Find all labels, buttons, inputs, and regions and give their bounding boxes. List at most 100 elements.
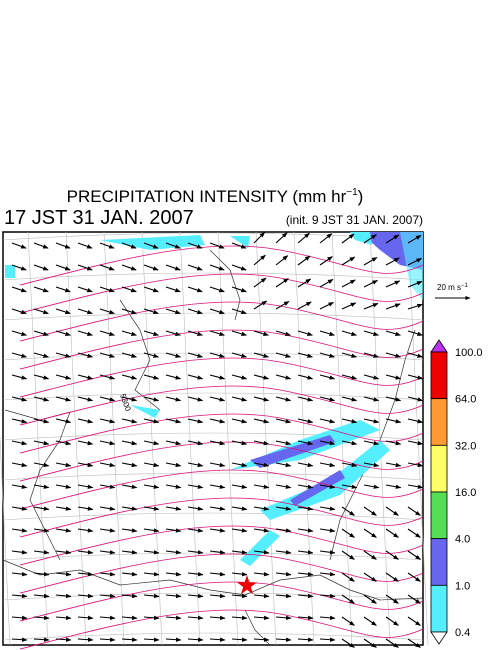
wind-arrow [385, 462, 402, 468]
wind-arrow [231, 571, 248, 577]
wind-arrow [99, 484, 116, 489]
wind-arrow [297, 571, 314, 577]
wind-arrow [253, 462, 270, 468]
wind-arrow [385, 484, 402, 489]
wind-arrow [253, 637, 270, 642]
wind-arrow [165, 506, 182, 511]
wind-arrow [319, 528, 336, 533]
wind-arrow [253, 300, 268, 310]
wind-arrow [231, 637, 248, 642]
wind-arrow [363, 616, 377, 626]
wind-arrow [253, 571, 270, 577]
grid-line [2, 272, 424, 281]
wind-arrow [55, 374, 72, 380]
wind-arrow [341, 352, 357, 358]
wind-arrow [253, 506, 270, 511]
wind-arrow [55, 352, 71, 358]
wind-arrow [275, 637, 292, 642]
wind-arrow [319, 233, 333, 244]
wind-arrow [319, 571, 336, 577]
wind-arrow [363, 572, 377, 582]
lat-lon-grid [0, 231, 429, 646]
map-frame [2, 231, 424, 646]
wind-arrow [231, 528, 248, 533]
grid-line [2, 472, 424, 481]
wind-arrow [297, 528, 314, 533]
wind-arrow [165, 352, 181, 358]
contour [19, 581, 424, 622]
wind-arrow [407, 330, 423, 336]
wind-arrow [385, 303, 401, 310]
wind-arrow [297, 255, 311, 266]
wind-arrow [231, 593, 248, 599]
wind-arrow [77, 615, 94, 621]
wind-arrow [319, 440, 336, 446]
wind-arrow [407, 550, 421, 560]
wind-arrow [165, 440, 182, 446]
wind-arrow [143, 637, 160, 642]
wind-arrow [341, 572, 355, 582]
wind-arrow [99, 506, 116, 511]
wind-arrow [99, 550, 116, 555]
wind-arrow [385, 616, 399, 626]
wind-arrow [209, 418, 226, 424]
wind-arrow [11, 308, 27, 315]
contour [19, 497, 424, 538]
grid-line [407, 231, 429, 646]
valid-time: 17 JST 31 JAN. 2007 [4, 207, 194, 229]
wind-vectors [11, 232, 424, 648]
wind-arrow [55, 571, 72, 577]
wind-arrow [165, 264, 181, 271]
colorbar-segment [430, 351, 448, 400]
wind-arrow [99, 396, 116, 402]
wind-arrow [33, 286, 49, 293]
wind-arrow [99, 264, 115, 271]
wind-arrow [209, 440, 226, 446]
grid-line [217, 231, 239, 646]
grid-line [2, 312, 424, 321]
wind-arrow [143, 506, 160, 511]
wind-arrow [121, 286, 137, 293]
wind-arrow [55, 484, 72, 489]
wind-arrow [407, 572, 421, 582]
wind-arrow [99, 352, 115, 358]
wind-arrow [407, 594, 421, 604]
wind-arrow [231, 264, 247, 271]
wind-arrow [319, 330, 335, 336]
wind-arrow [143, 462, 160, 468]
wind-arrow [407, 528, 421, 538]
wind-arrow [55, 308, 71, 315]
wind-arrow [11, 615, 28, 621]
grid-line [2, 352, 424, 361]
wind-arrow [363, 330, 379, 336]
title-sup: −1 [346, 187, 358, 198]
wind-arrow [363, 484, 380, 489]
wind-arrow [385, 638, 399, 648]
wind-arrow [253, 484, 270, 489]
wind-arrow [55, 615, 72, 621]
wind-arrow [385, 528, 399, 538]
wind-arrow [121, 264, 137, 271]
wind-arrow [77, 352, 93, 358]
wind-arrow [99, 374, 116, 380]
title-main: PRECIPITATION INTENSITY (mm hr [67, 187, 347, 206]
wind-arrow [187, 352, 203, 358]
wind-arrow [187, 286, 203, 293]
wind-arrow [341, 440, 358, 446]
wind-arrow [33, 550, 50, 555]
wind-arrow [165, 418, 182, 424]
wind-arrow [341, 374, 358, 380]
wind-arrow [253, 277, 267, 288]
wind-arrow [11, 506, 28, 511]
wind-arrow [55, 637, 72, 642]
wind-arrow [121, 374, 138, 380]
wind-arrow [209, 286, 225, 293]
wind-arrow [99, 615, 116, 621]
wind-arrow [11, 440, 28, 446]
wind-arrow [231, 374, 248, 380]
wind-arrow [165, 615, 182, 621]
wind-arrow [33, 352, 49, 358]
wind-arrow [99, 440, 116, 446]
wind-arrow [319, 278, 334, 288]
wind-arrow [143, 484, 160, 489]
